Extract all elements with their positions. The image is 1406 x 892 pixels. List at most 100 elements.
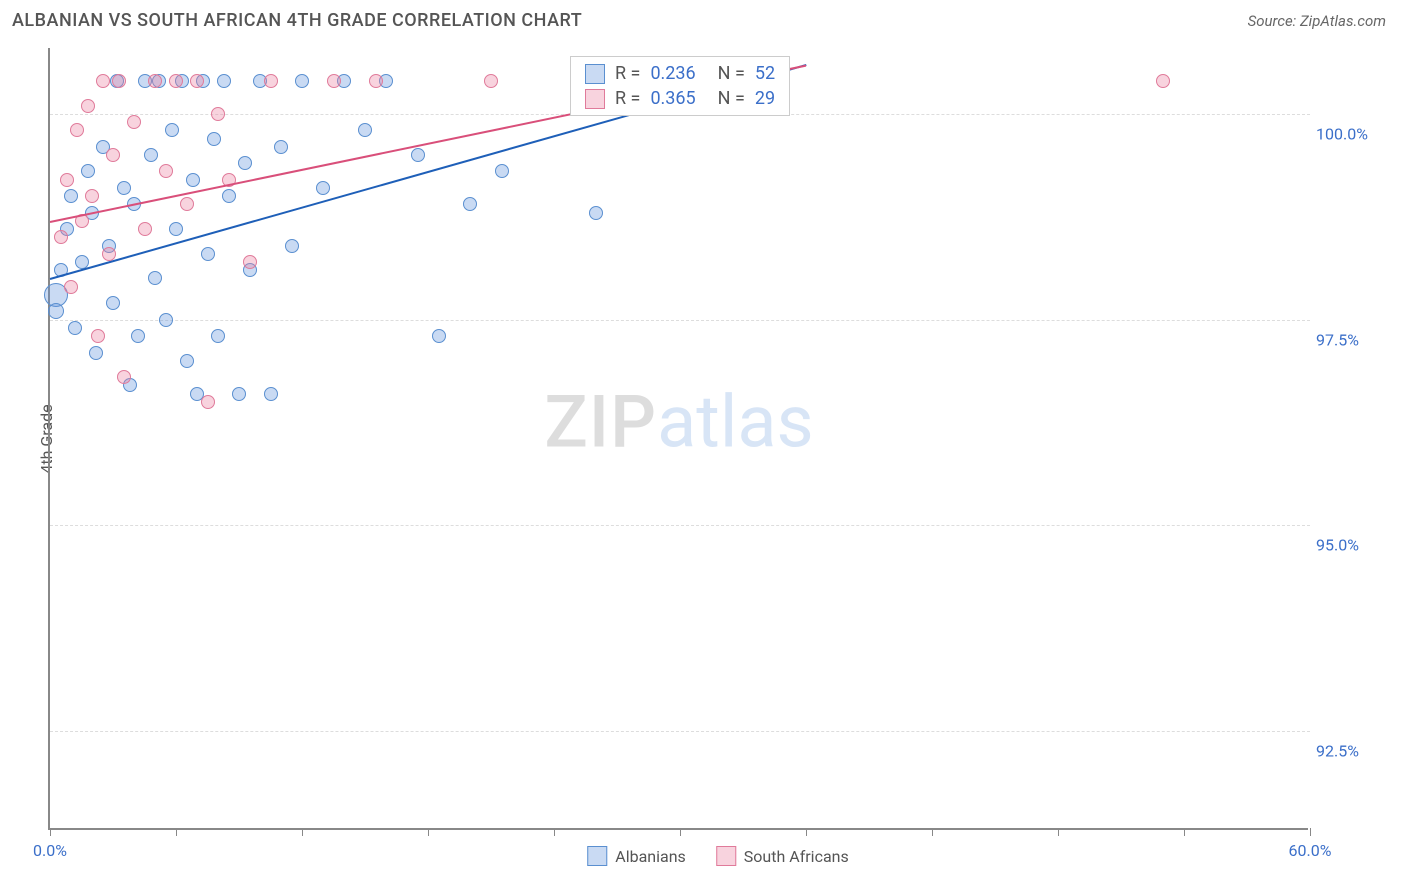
x-tick-label: 0.0% xyxy=(33,841,67,860)
data-point xyxy=(159,164,173,178)
x-tick xyxy=(806,828,807,836)
data-point xyxy=(48,303,64,319)
data-point xyxy=(89,346,103,360)
data-point xyxy=(169,222,183,236)
data-point xyxy=(589,206,603,220)
chart-header: ALBANIAN VS SOUTH AFRICAN 4TH GRADE CORR… xyxy=(0,0,1406,37)
legend-swatch-albanians xyxy=(587,846,607,866)
data-point xyxy=(70,123,84,137)
r-value: 0.365 xyxy=(650,88,695,109)
r-value: 0.236 xyxy=(650,63,695,84)
stats-swatch xyxy=(585,89,605,109)
x-tick xyxy=(50,828,51,836)
data-point xyxy=(243,255,257,269)
data-point xyxy=(148,74,162,88)
data-point xyxy=(106,148,120,162)
data-point xyxy=(85,189,99,203)
data-point xyxy=(81,164,95,178)
data-point xyxy=(144,148,158,162)
x-tick xyxy=(932,828,933,836)
data-point xyxy=(102,247,116,261)
y-tick-label: 92.5% xyxy=(1316,742,1386,761)
plot-area: ZIPatlas 92.5%95.0%97.5%100.0%0.0%60.0%R… xyxy=(48,48,1308,830)
data-point xyxy=(463,197,477,211)
n-value: 52 xyxy=(755,63,775,84)
data-point xyxy=(60,173,74,187)
data-point xyxy=(165,123,179,137)
data-point xyxy=(180,197,194,211)
x-tick xyxy=(428,828,429,836)
data-point xyxy=(169,74,183,88)
data-point xyxy=(201,247,215,261)
source-attribution: Source: ZipAtlas.com xyxy=(1248,12,1386,30)
data-point xyxy=(264,74,278,88)
y-tick-label: 100.0% xyxy=(1316,124,1386,143)
data-point xyxy=(201,395,215,409)
y-tick-label: 95.0% xyxy=(1316,536,1386,555)
legend-item-south-africans: South Africans xyxy=(716,846,849,866)
data-point xyxy=(64,189,78,203)
x-tick xyxy=(1058,828,1059,836)
n-value: 29 xyxy=(755,88,775,109)
data-point xyxy=(358,123,372,137)
legend: Albanians South Africans xyxy=(587,846,849,866)
data-point xyxy=(1156,74,1170,88)
data-point xyxy=(112,74,126,88)
data-point xyxy=(369,74,383,88)
legend-label-albanians: Albanians xyxy=(615,847,686,866)
legend-item-albanians: Albanians xyxy=(587,846,686,866)
data-point xyxy=(217,74,231,88)
data-point xyxy=(211,107,225,121)
watermark: ZIPatlas xyxy=(544,380,813,465)
data-point xyxy=(180,354,194,368)
data-point xyxy=(285,239,299,253)
data-point xyxy=(68,321,82,335)
x-tick xyxy=(554,828,555,836)
data-point xyxy=(190,74,204,88)
data-point xyxy=(117,181,131,195)
x-tick xyxy=(680,828,681,836)
r-label: R = xyxy=(615,88,640,109)
watermark-zip: ZIP xyxy=(544,380,657,465)
data-point xyxy=(64,280,78,294)
legend-label-south-africans: South Africans xyxy=(744,847,849,866)
data-point xyxy=(295,74,309,88)
gridline xyxy=(50,320,1310,321)
data-point xyxy=(127,115,141,129)
stats-swatch xyxy=(585,64,605,84)
gridline xyxy=(50,525,1310,526)
data-point xyxy=(91,329,105,343)
y-tick-label: 97.5% xyxy=(1316,330,1386,349)
data-point xyxy=(131,329,145,343)
data-point xyxy=(186,173,200,187)
stats-box: R = 0.236 N = 52R = 0.365 N = 29 xyxy=(570,56,790,116)
source-prefix: Source: xyxy=(1248,12,1300,30)
x-tick xyxy=(1184,828,1185,836)
stats-row: R = 0.365 N = 29 xyxy=(571,86,789,111)
data-point xyxy=(327,74,341,88)
x-tick xyxy=(302,828,303,836)
data-point xyxy=(432,329,446,343)
chart-container: 4th Grade ZIPatlas 92.5%95.0%97.5%100.0%… xyxy=(48,48,1388,830)
data-point xyxy=(211,329,225,343)
chart-title: ALBANIAN VS SOUTH AFRICAN 4TH GRADE CORR… xyxy=(12,10,582,31)
data-point xyxy=(274,140,288,154)
watermark-atlas: atlas xyxy=(657,380,814,465)
x-tick-label: 60.0% xyxy=(1289,841,1332,860)
r-label: R = xyxy=(615,63,640,84)
data-point xyxy=(96,74,110,88)
x-tick xyxy=(176,828,177,836)
data-point xyxy=(54,230,68,244)
data-point xyxy=(316,181,330,195)
data-point xyxy=(207,132,221,146)
data-point xyxy=(232,387,246,401)
source-name: ZipAtlas.com xyxy=(1300,12,1386,30)
data-point xyxy=(159,313,173,327)
n-label: N = xyxy=(718,88,745,109)
data-point xyxy=(148,271,162,285)
stats-row: R =0.236N =52 xyxy=(571,61,789,86)
data-point xyxy=(238,156,252,170)
x-tick xyxy=(1310,828,1311,836)
data-point xyxy=(411,148,425,162)
data-point xyxy=(81,99,95,113)
